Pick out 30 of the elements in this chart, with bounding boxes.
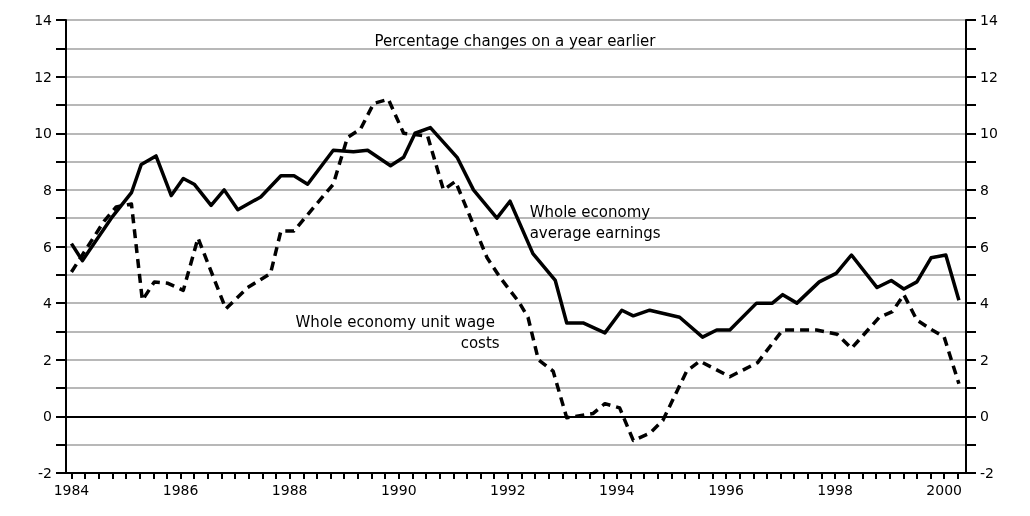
y2-tick-label: 12 — [980, 68, 998, 85]
y2-tick-label: 6 — [980, 238, 989, 255]
y-tick-label: 0 — [43, 408, 52, 425]
x-tick-label: 1994 — [599, 482, 635, 498]
x-tick-label: 1988 — [271, 482, 308, 498]
y2-tick-label: 8 — [980, 181, 989, 198]
y2-tick-label: 10 — [980, 125, 998, 142]
y-tick-label: 12 — [34, 68, 52, 85]
x-tick-label: 1990 — [380, 482, 417, 498]
y-tick-label: 2 — [43, 351, 52, 368]
y-tick-label: 10 — [34, 125, 52, 142]
x-tick-label: 1998 — [817, 482, 853, 498]
y2-tick-label: 0 — [980, 408, 989, 425]
x-tick-label: 1984 — [53, 482, 90, 498]
series-label: Whole economy average earnings — [529, 202, 661, 242]
y-tick-label: 8 — [43, 181, 52, 198]
x-tick-label: 2000 — [926, 482, 962, 498]
x-tick-label: 1992 — [490, 482, 526, 498]
series-label: Whole economy unit wage costs — [295, 313, 500, 353]
y-tick-label: -2 — [38, 465, 52, 481]
y-tick-label: 4 — [43, 295, 53, 312]
y-tick-label: 6 — [43, 238, 53, 255]
text: Percentage changes on a year earlier — [374, 31, 657, 50]
x-tick-label: 1996 — [708, 482, 744, 498]
y2-tick-label: 2 — [980, 351, 989, 368]
y2-tick-label: 4 — [980, 295, 989, 312]
x-tick-label: 1986 — [162, 482, 199, 498]
y2-tick-label: 14 — [980, 12, 998, 28]
y-tick-label: 14 — [34, 12, 53, 28]
y2-tick-label: -2 — [980, 465, 994, 481]
